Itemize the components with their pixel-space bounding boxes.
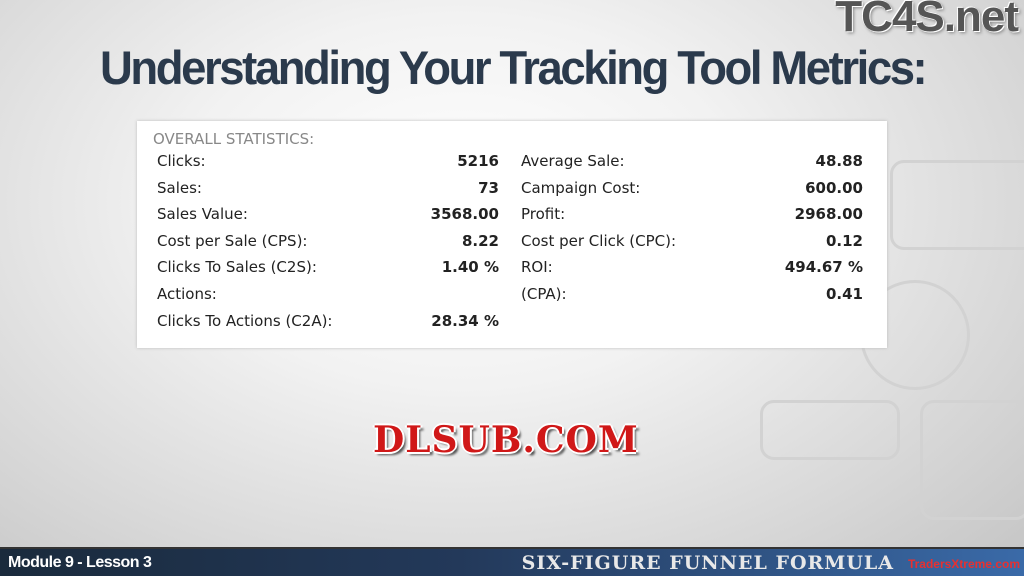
stat-value: 0.12 xyxy=(825,231,863,250)
stat-row: Sales Value: 3568.00 xyxy=(157,201,499,227)
stat-value: 8.22 xyxy=(461,231,499,250)
stat-label: Clicks: xyxy=(157,152,206,170)
statistics-heading: OVERALL STATISTICS: xyxy=(153,130,315,148)
stat-row: Profit: 2968.00 xyxy=(521,201,863,227)
decor-shape xyxy=(890,160,1024,250)
stat-value: 1.40 % xyxy=(441,258,499,277)
logo: TC4S.net xyxy=(835,0,1019,41)
stat-label: (CPA): xyxy=(521,285,567,303)
stat-value: 494.67 % xyxy=(784,258,863,277)
stat-label: Profit: xyxy=(521,205,566,224)
module-label: Module 9 - Lesson 3 xyxy=(8,554,152,571)
stat-row: Average Sale: 48.88 xyxy=(521,148,863,174)
stat-row: Campaign Cost: 600.00 xyxy=(521,175,863,201)
brand-label: SIX-FIGURE FUNNEL FORMULA xyxy=(521,552,894,574)
stat-row: Cost per Click (CPC): 0.12 xyxy=(521,228,863,254)
stat-label: Actions: xyxy=(157,285,217,303)
stat-label: Campaign Cost: xyxy=(521,178,641,197)
slide-title: Understanding Your Tracking Tool Metrics… xyxy=(100,41,928,94)
stat-row: (CPA): 0.41 xyxy=(521,281,863,307)
stat-label: Cost per Click (CPC): xyxy=(521,231,677,250)
watermark: DLSUB.COM xyxy=(373,419,639,461)
stat-row: Clicks To Actions (C2A): 28.34 % xyxy=(157,308,499,334)
site-watermark: TradersXtreme.com xyxy=(907,557,1020,571)
stat-value: 600.00 xyxy=(805,178,863,197)
stat-value: 48.88 xyxy=(815,152,863,170)
footer-bar: Module 9 - Lesson 3 SIX-FIGURE FUNNEL FO… xyxy=(0,547,1024,576)
decor-shape xyxy=(920,400,1024,520)
stat-value: 3568.00 xyxy=(430,205,499,224)
stat-value: 73 xyxy=(478,178,499,197)
stat-label: Sales: xyxy=(157,178,202,197)
decor-shape xyxy=(760,400,900,460)
stat-label: Clicks To Sales (C2S): xyxy=(157,258,317,277)
stat-row: Actions: xyxy=(157,281,499,307)
stat-row: ROI: 494.67 % xyxy=(521,254,863,280)
stat-row: Clicks: 5216 xyxy=(157,148,499,174)
stat-label: Cost per Sale (CPS): xyxy=(157,231,308,250)
stat-label: Sales Value: xyxy=(157,205,248,224)
stat-label: Average Sale: xyxy=(521,152,625,170)
stat-value: 0.41 xyxy=(825,285,863,303)
stat-row: Cost per Sale (CPS): 8.22 xyxy=(157,228,499,254)
stat-value: 28.34 % xyxy=(431,311,499,330)
stat-row: Clicks To Sales (C2S): 1.40 % xyxy=(157,254,499,280)
stat-value: 5216 xyxy=(457,152,499,170)
stat-label: Clicks To Actions (C2A): xyxy=(157,311,333,330)
statistics-panel: OVERALL STATISTICS: Clicks: 5216 Sales: 73 S… xyxy=(137,121,887,348)
stat-label: ROI: xyxy=(521,258,553,277)
stat-row: Sales: 73 xyxy=(157,175,499,201)
stat-value: 2968.00 xyxy=(794,205,863,224)
